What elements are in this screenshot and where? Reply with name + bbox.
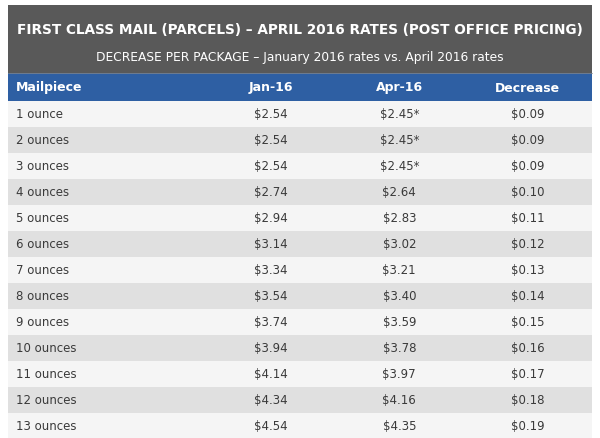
Text: $2.45*: $2.45* bbox=[380, 108, 419, 121]
Text: 3 ounces: 3 ounces bbox=[16, 160, 69, 173]
Bar bbox=[8, 102, 592, 128]
Bar bbox=[335, 74, 464, 102]
Text: $3.21: $3.21 bbox=[382, 264, 416, 277]
Bar bbox=[8, 387, 592, 413]
Text: Apr-16: Apr-16 bbox=[376, 81, 423, 94]
Bar bbox=[206, 74, 335, 102]
Text: $4.35: $4.35 bbox=[383, 420, 416, 432]
Text: 7 ounces: 7 ounces bbox=[16, 264, 69, 277]
Text: $0.09: $0.09 bbox=[511, 108, 545, 121]
Text: $4.34: $4.34 bbox=[254, 394, 287, 406]
Text: $3.78: $3.78 bbox=[383, 342, 416, 355]
Text: $2.54: $2.54 bbox=[254, 108, 287, 121]
Text: $4.16: $4.16 bbox=[382, 394, 416, 406]
Bar bbox=[8, 6, 592, 74]
Text: $0.17: $0.17 bbox=[511, 367, 545, 381]
Bar bbox=[8, 361, 592, 387]
Text: Mailpiece: Mailpiece bbox=[16, 81, 83, 94]
Text: FIRST CLASS MAIL (PARCELS) – APRIL 2016 RATES (POST OFFICE PRICING): FIRST CLASS MAIL (PARCELS) – APRIL 2016 … bbox=[17, 23, 583, 37]
Text: $3.59: $3.59 bbox=[383, 316, 416, 329]
Text: $0.13: $0.13 bbox=[511, 264, 545, 277]
Text: 12 ounces: 12 ounces bbox=[16, 394, 77, 406]
Text: $2.45*: $2.45* bbox=[380, 160, 419, 173]
Text: $0.15: $0.15 bbox=[511, 316, 545, 329]
Text: 4 ounces: 4 ounces bbox=[16, 186, 69, 199]
Text: $0.11: $0.11 bbox=[511, 212, 545, 225]
Bar bbox=[8, 413, 592, 438]
Text: $4.54: $4.54 bbox=[254, 420, 287, 432]
Text: $3.14: $3.14 bbox=[254, 238, 287, 251]
Bar bbox=[8, 154, 592, 180]
Text: $0.16: $0.16 bbox=[511, 342, 545, 355]
Text: $2.74: $2.74 bbox=[254, 186, 287, 199]
Bar bbox=[8, 258, 592, 283]
Text: $3.74: $3.74 bbox=[254, 316, 287, 329]
Bar bbox=[464, 74, 592, 102]
Text: $2.64: $2.64 bbox=[382, 186, 416, 199]
Text: $0.14: $0.14 bbox=[511, 290, 545, 303]
Text: 9 ounces: 9 ounces bbox=[16, 316, 69, 329]
Bar bbox=[8, 74, 206, 102]
Text: $3.34: $3.34 bbox=[254, 264, 287, 277]
Bar bbox=[8, 335, 592, 361]
Text: Jan-16: Jan-16 bbox=[248, 81, 293, 94]
Text: 5 ounces: 5 ounces bbox=[16, 212, 69, 225]
Text: DECREASE PER PACKAGE – January 2016 rates vs. April 2016 rates: DECREASE PER PACKAGE – January 2016 rate… bbox=[96, 50, 504, 64]
Text: 2 ounces: 2 ounces bbox=[16, 134, 69, 147]
Bar bbox=[8, 128, 592, 154]
Text: $3.97: $3.97 bbox=[382, 367, 416, 381]
Bar bbox=[8, 180, 592, 205]
Text: 13 ounces: 13 ounces bbox=[16, 420, 77, 432]
Text: 6 ounces: 6 ounces bbox=[16, 238, 69, 251]
Text: $2.83: $2.83 bbox=[383, 212, 416, 225]
Text: $2.45*: $2.45* bbox=[380, 134, 419, 147]
Text: 1 ounce: 1 ounce bbox=[16, 108, 63, 121]
Text: $0.10: $0.10 bbox=[511, 186, 545, 199]
Text: Decrease: Decrease bbox=[495, 81, 560, 94]
Text: $3.94: $3.94 bbox=[254, 342, 287, 355]
Text: 11 ounces: 11 ounces bbox=[16, 367, 77, 381]
Text: $2.54: $2.54 bbox=[254, 160, 287, 173]
Text: 10 ounces: 10 ounces bbox=[16, 342, 77, 355]
Text: 8 ounces: 8 ounces bbox=[16, 290, 69, 303]
Text: $0.18: $0.18 bbox=[511, 394, 545, 406]
Text: $0.12: $0.12 bbox=[511, 238, 545, 251]
Bar bbox=[8, 309, 592, 335]
Bar bbox=[8, 283, 592, 309]
Bar bbox=[8, 205, 592, 231]
Text: $0.09: $0.09 bbox=[511, 134, 545, 147]
Text: $3.40: $3.40 bbox=[383, 290, 416, 303]
Bar bbox=[8, 231, 592, 258]
Text: $3.54: $3.54 bbox=[254, 290, 287, 303]
Text: $0.09: $0.09 bbox=[511, 160, 545, 173]
Text: $2.54: $2.54 bbox=[254, 134, 287, 147]
Text: $4.14: $4.14 bbox=[254, 367, 287, 381]
Text: $3.02: $3.02 bbox=[383, 238, 416, 251]
Text: $0.19: $0.19 bbox=[511, 420, 545, 432]
Text: $2.94: $2.94 bbox=[254, 212, 287, 225]
